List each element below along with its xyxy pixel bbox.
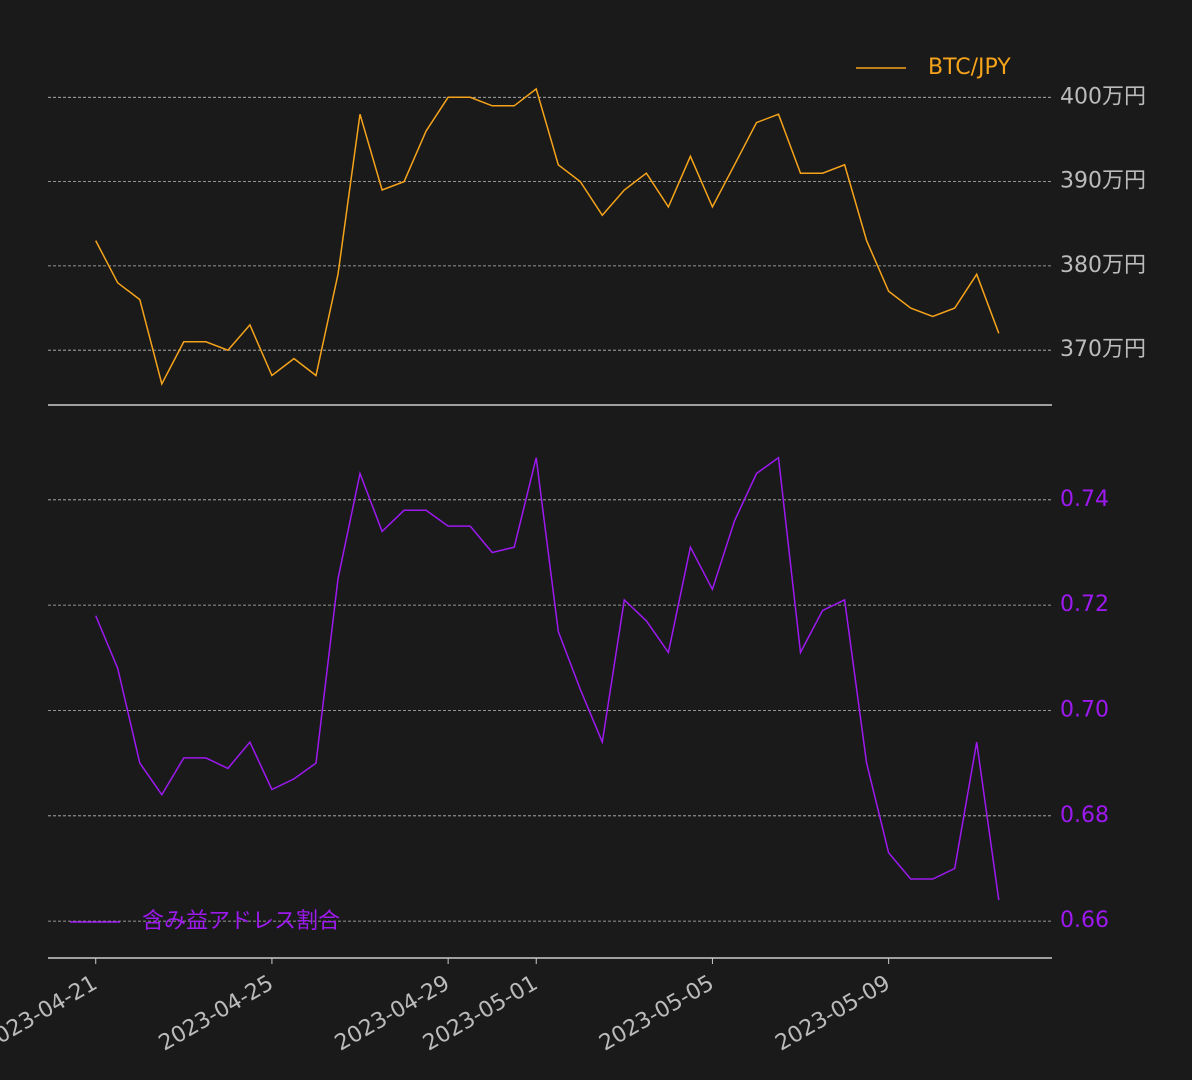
y-tick-label: 0.74: [1060, 487, 1109, 512]
y-tick-label: 390万円: [1060, 169, 1146, 194]
legend-label: BTC/JPY: [928, 55, 1011, 80]
legend-label: 含み益アドレス割合: [142, 909, 340, 934]
y-tick-label: 0.66: [1060, 908, 1109, 933]
y-tick-label: 370万円: [1060, 337, 1146, 362]
y-tick-label: 0.70: [1060, 697, 1109, 722]
data-line: [95, 456, 1000, 901]
data-line: [95, 87, 1000, 386]
y-tick-label: 0.68: [1060, 803, 1109, 828]
y-tick-label: 400万円: [1060, 84, 1146, 109]
y-tick-label: 380万円: [1060, 253, 1146, 278]
y-tick-label: 0.72: [1060, 592, 1109, 617]
